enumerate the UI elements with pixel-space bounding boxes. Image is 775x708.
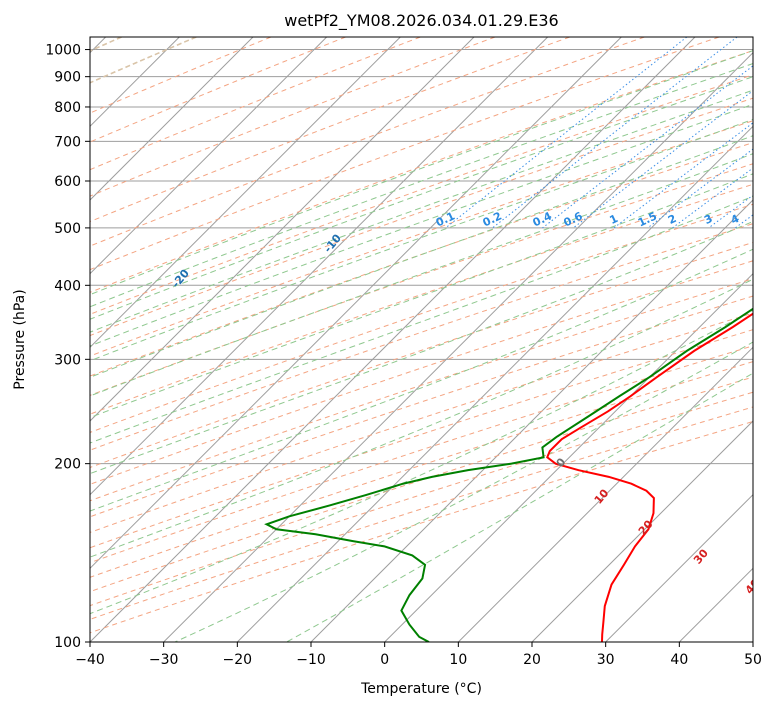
dry-adiabat	[90, 37, 720, 271]
x-tick-label: 40	[670, 652, 688, 668]
dry-adiabat	[90, 376, 753, 593]
dry-adiabat	[90, 37, 570, 223]
moist-adiabat-label: 10	[592, 486, 612, 506]
isotherm	[678, 567, 753, 642]
mixing-ratio-label: 6	[768, 212, 775, 227]
dry-adiabat	[90, 120, 753, 357]
isotherm	[457, 346, 753, 642]
isotherm	[90, 37, 328, 275]
moist-adiabat	[90, 278, 753, 558]
mixing-ratio-line	[572, 90, 753, 229]
chart-title: wetPf2_YM08.2026.034.01.29.E36	[284, 11, 558, 31]
moist-adiabat	[90, 309, 753, 615]
dry-adiabat	[90, 183, 753, 415]
dry-adiabat	[90, 37, 272, 114]
dry-adiabat	[90, 312, 753, 533]
dry-adiabat	[90, 295, 753, 518]
isotherm	[90, 37, 254, 201]
dry-adiabat	[90, 163, 753, 396]
mixing-ratio-line	[542, 65, 753, 229]
dry-adiabat	[90, 361, 753, 578]
outer-curve	[90, 37, 197, 84]
isotherm	[531, 420, 753, 642]
y-axis-label: Pressure (hPa)	[12, 289, 28, 389]
moist-adiabat	[90, 248, 753, 512]
mixing-ratio-line	[708, 194, 753, 229]
x-tick-label: −40	[75, 652, 105, 668]
y-tick-label: 300	[54, 352, 81, 368]
dry-adiabat-label: -20	[169, 267, 192, 291]
moist-adiabat	[90, 195, 753, 444]
moist-adiabat-label: 40	[743, 576, 763, 596]
moist-adiabat	[90, 103, 753, 347]
mixing-ratio-label: 1.5	[636, 209, 659, 229]
isotherm	[90, 37, 622, 570]
y-tick-label: 400	[54, 278, 81, 294]
temperature-series	[546, 312, 753, 642]
dry-adiabat	[90, 203, 753, 433]
y-tick-label: 900	[54, 70, 81, 86]
moist-adiabat	[90, 89, 753, 333]
x-tick-label: 0	[380, 652, 389, 668]
y-tick-label: 100	[54, 635, 81, 651]
dry-adiabat	[90, 260, 753, 485]
dry-adiabat	[90, 329, 753, 549]
moist-adiabat-label: 30	[691, 546, 711, 566]
y-tick-label: 1000	[45, 43, 81, 59]
x-tick-label: −10	[296, 652, 326, 668]
moist-adiabat	[90, 173, 753, 419]
x-axis-label: Temperature (°C)	[360, 681, 482, 697]
dry-adiabat	[90, 37, 496, 197]
dry-adiabat	[90, 97, 753, 337]
mixing-ratio-line	[613, 122, 753, 229]
dry-adiabat	[90, 223, 753, 451]
x-tick-label: −20	[223, 652, 253, 668]
moist-adiabat	[90, 153, 753, 397]
isotherm	[605, 493, 753, 642]
dry-adiabat	[90, 391, 753, 607]
isotherm	[90, 37, 475, 422]
dewpoint-series	[264, 307, 753, 642]
isotherm	[90, 37, 549, 496]
x-tick-label: 10	[449, 652, 467, 668]
x-tick-label: 30	[597, 652, 615, 668]
y-tick-label: 600	[54, 174, 81, 190]
y-tick-label: 700	[54, 134, 81, 150]
mixing-ratio-label: 0.6	[562, 209, 585, 229]
mixing-ratio-line	[672, 167, 753, 229]
y-tick-label: 200	[54, 457, 81, 473]
moist-adiabat	[90, 220, 753, 475]
moist-adiabat	[90, 63, 753, 308]
mixing-ratio-label: 0.4	[531, 209, 554, 229]
isotherm	[163, 51, 753, 642]
plot-area: -100-90-80-70-60-50-40-30-20-10010203040…	[90, 37, 775, 642]
y-tick-label: 500	[54, 221, 81, 237]
moist-adiabat	[90, 50, 753, 296]
dry-adiabat	[90, 142, 753, 377]
x-tick-label: 20	[523, 652, 541, 668]
dry-adiabat	[90, 37, 645, 247]
isotherm	[384, 272, 753, 642]
dry-adiabat	[90, 278, 753, 502]
dry-adiabat	[90, 241, 753, 469]
dry-adiabat	[90, 345, 753, 564]
dry-adiabat	[90, 37, 346, 143]
y-tick-label: 800	[54, 100, 81, 116]
moist-adiabat	[90, 118, 753, 362]
dry-adiabat	[90, 37, 421, 171]
mixing-ratio-line	[492, 37, 738, 229]
isotherm	[90, 37, 696, 642]
mixing-ratio-line	[734, 214, 753, 229]
plot-frame	[89, 36, 754, 643]
isotherm	[236, 125, 753, 642]
dry-adiabat	[90, 50, 753, 293]
x-tick-label: 50	[744, 652, 762, 668]
isotherm	[90, 37, 401, 349]
isotherm	[752, 641, 753, 642]
dry-adiabat	[90, 74, 753, 315]
mixing-ratio-label: 3	[702, 212, 714, 227]
x-tick-label: −30	[149, 652, 179, 668]
